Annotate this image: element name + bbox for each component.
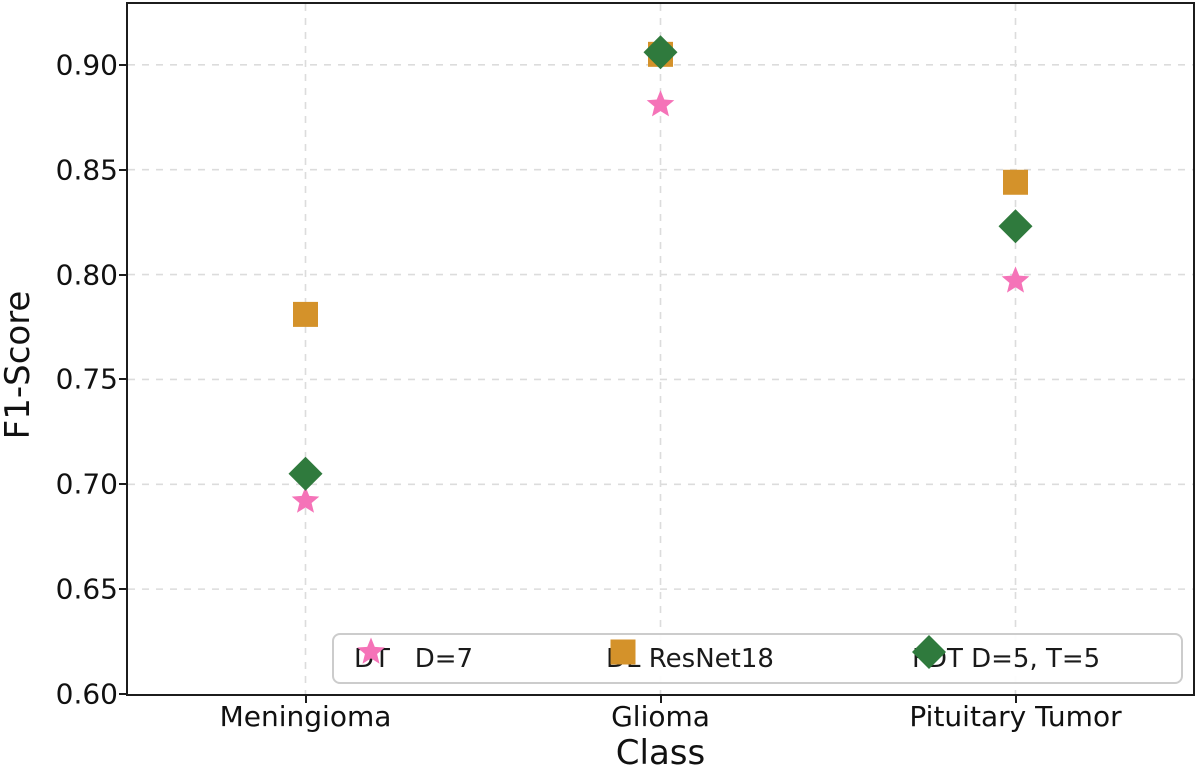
- legend-item: FDT D=5, T=5: [912, 635, 1100, 682]
- y-tick-label: 0.65: [55, 572, 118, 606]
- marker-square-pituitary-tumor: [1003, 169, 1028, 195]
- y-tick-mark: [119, 693, 128, 695]
- y-tick-label: 0.85: [55, 153, 118, 187]
- legend-item: DT D=7: [354, 635, 473, 682]
- marker-star-pituitary-tumor: [1001, 266, 1030, 293]
- x-tick-mark: [659, 694, 662, 703]
- y-tick-mark: [119, 168, 128, 171]
- y-tick-mark: [119, 588, 128, 591]
- square-legend-icon: [610, 639, 636, 665]
- y-tick-mark: [119, 63, 128, 66]
- legend-item: DL ResNet18: [606, 635, 774, 682]
- scatter-canvas: [128, 4, 1193, 694]
- y-tick-label: 0.90: [55, 48, 118, 82]
- y-tick-label: 0.75: [55, 362, 118, 396]
- marker-diamond-meningioma: [288, 456, 323, 491]
- marker-star-glioma: [646, 90, 675, 117]
- y-tick-label: 0.60: [55, 677, 118, 711]
- marker-diamond-glioma: [643, 35, 678, 70]
- marker-star-meningioma: [291, 486, 320, 513]
- y-tick-mark: [119, 273, 128, 276]
- marker-star-legend: [357, 637, 385, 664]
- x-axis-title: Class: [615, 733, 706, 773]
- x-tick-label: Pituitary Tumor: [909, 700, 1122, 733]
- diamond-legend-icon: [912, 635, 946, 669]
- y-tick-label: 0.80: [55, 258, 118, 292]
- star-legend-icon: [357, 637, 385, 664]
- marker-diamond-legend: [912, 635, 946, 669]
- x-tick-label: Meningioma: [219, 700, 392, 733]
- marker-square-meningioma: [293, 301, 318, 327]
- marker-diamond-pituitary-tumor: [998, 209, 1033, 244]
- plot-area: DT D=7 DL ResNet18 FDT D=5, T=5: [126, 2, 1195, 696]
- y-tick-label: 0.70: [55, 467, 118, 501]
- x-tick-mark: [1014, 694, 1017, 703]
- legend-label: FDT D=5, T=5: [912, 643, 1101, 674]
- legend: DT D=7 DL ResNet18 FDT D=5, T=5: [332, 633, 1183, 684]
- marker-square-legend: [610, 639, 636, 665]
- y-tick-mark: [119, 378, 128, 381]
- y-tick-mark: [119, 483, 128, 486]
- x-tick-label: Glioma: [611, 700, 710, 733]
- x-tick-mark: [304, 694, 307, 703]
